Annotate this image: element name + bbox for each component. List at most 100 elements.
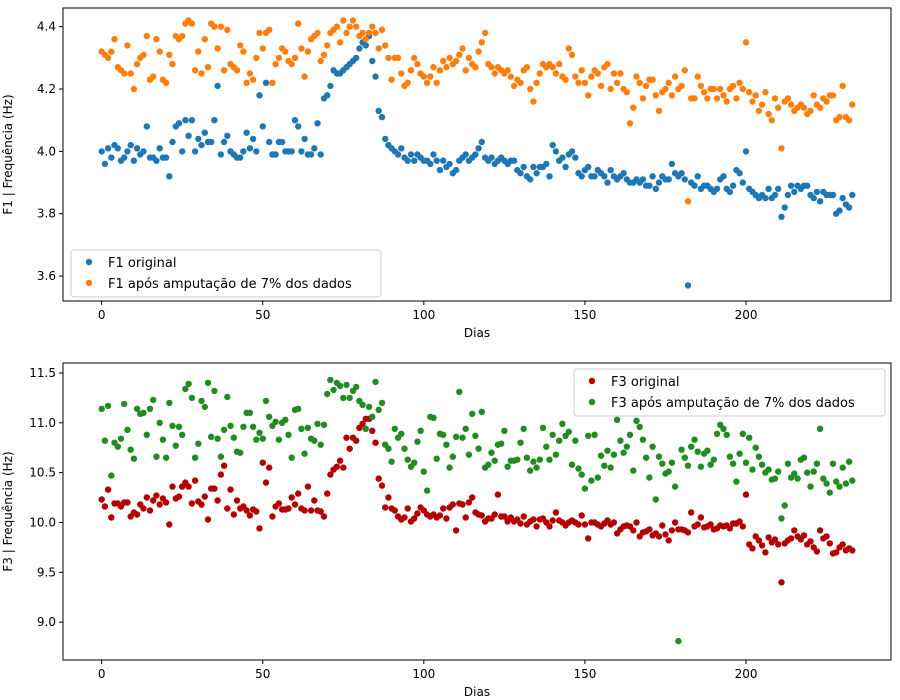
- data-point: [104, 402, 112, 410]
- data-point: [549, 517, 556, 524]
- data-point: [800, 532, 808, 539]
- data-point: [649, 443, 656, 450]
- data-point: [130, 157, 138, 164]
- data-point: [514, 456, 521, 463]
- data-point: [108, 472, 115, 479]
- data-point: [278, 138, 286, 146]
- data-point: [539, 424, 547, 431]
- data-point: [684, 282, 692, 289]
- data-point: [646, 474, 653, 481]
- data-point: [652, 92, 659, 99]
- data-point: [510, 157, 518, 164]
- data-point: [220, 462, 228, 469]
- data-point: [159, 436, 167, 443]
- data-point: [723, 98, 730, 105]
- data-point: [388, 458, 395, 465]
- series-1-1: [98, 32, 856, 289]
- data-point: [407, 67, 415, 74]
- data-point: [594, 474, 601, 481]
- data-point: [475, 445, 482, 452]
- data-point: [652, 496, 659, 503]
- data-point: [752, 92, 759, 99]
- data-point: [359, 420, 366, 427]
- data-point: [771, 536, 779, 543]
- data-point: [224, 26, 231, 33]
- data-point: [220, 426, 228, 433]
- data-point: [156, 145, 163, 152]
- data-point: [185, 380, 192, 388]
- data-point: [678, 446, 685, 453]
- data-point: [527, 467, 534, 474]
- y-tick-label: 9.0: [37, 615, 56, 629]
- data-point: [813, 548, 821, 555]
- data-point: [578, 67, 585, 74]
- data-point: [156, 501, 163, 508]
- data-point: [169, 422, 176, 429]
- data-point: [623, 443, 630, 450]
- data-point: [150, 497, 157, 504]
- data-point: [217, 151, 225, 158]
- data-point: [752, 444, 759, 451]
- data-point: [610, 519, 618, 526]
- data-point: [317, 441, 324, 448]
- data-point: [839, 82, 846, 90]
- legend-marker: [588, 377, 596, 385]
- y-axis-label: F3 | Frequência (Hz): [1, 451, 15, 571]
- data-point: [820, 475, 827, 482]
- data-point: [849, 547, 856, 554]
- data-point: [188, 117, 196, 124]
- data-point: [414, 60, 421, 68]
- data-point: [201, 129, 208, 136]
- data-point: [755, 537, 763, 544]
- data-point: [700, 89, 708, 96]
- data-point: [771, 95, 779, 102]
- data-point: [523, 454, 531, 461]
- data-point: [108, 514, 115, 521]
- data-point: [398, 70, 405, 77]
- data-point: [336, 39, 344, 46]
- data-point: [597, 452, 605, 459]
- data-point: [104, 145, 112, 152]
- data-point: [465, 499, 473, 506]
- data-point: [626, 120, 634, 127]
- data-point: [301, 73, 308, 80]
- data-point: [630, 527, 637, 534]
- data-point: [246, 409, 254, 416]
- data-point: [214, 497, 221, 504]
- data-point: [552, 148, 560, 155]
- data-point: [298, 45, 305, 52]
- data-point: [791, 527, 798, 534]
- data-point: [813, 460, 821, 467]
- data-point: [275, 54, 283, 62]
- data-point: [446, 54, 453, 62]
- data-point: [601, 173, 608, 180]
- data-point: [375, 475, 382, 482]
- data-point: [739, 523, 746, 530]
- data-point: [707, 461, 714, 468]
- data-point: [324, 92, 331, 99]
- data-point: [423, 487, 431, 494]
- data-point: [266, 26, 273, 33]
- data-point: [188, 20, 196, 27]
- data-point: [691, 436, 698, 443]
- data-point: [504, 67, 511, 74]
- data-point: [530, 458, 537, 465]
- y-tick-label: 10.5: [29, 466, 56, 480]
- data-point: [784, 95, 792, 102]
- data-point: [211, 23, 218, 30]
- data-point: [684, 529, 692, 536]
- data-point: [597, 82, 605, 90]
- data-point: [394, 54, 402, 62]
- data-point: [301, 450, 308, 457]
- data-point: [378, 482, 386, 489]
- data-point: [530, 516, 537, 523]
- data-point: [559, 420, 566, 427]
- data-point: [694, 73, 701, 80]
- data-point: [726, 188, 734, 196]
- data-point: [671, 483, 679, 490]
- data-point: [762, 89, 769, 96]
- y-tick-label: 3.8: [37, 207, 56, 221]
- data-point: [585, 432, 592, 439]
- data-point: [784, 191, 792, 199]
- data-point: [755, 107, 763, 115]
